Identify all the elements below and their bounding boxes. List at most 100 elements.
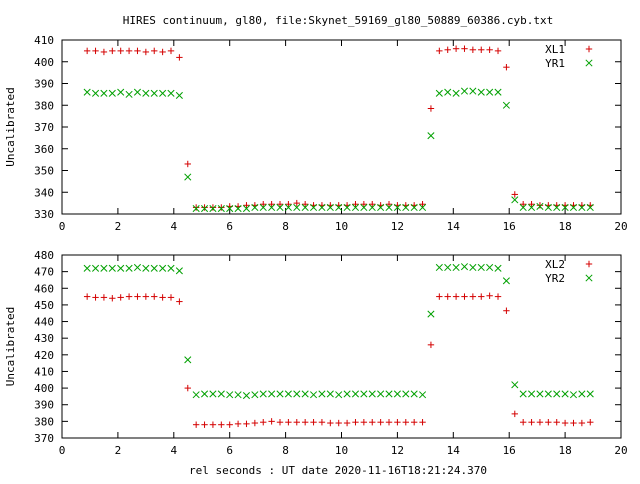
plot-frame bbox=[61, 39, 622, 215]
data-point bbox=[452, 293, 460, 300]
data-point bbox=[369, 418, 376, 426]
x-axis-label: rel seconds : UT date 2020-11-16T18:21:2… bbox=[189, 464, 487, 477]
data-point bbox=[167, 47, 175, 55]
data-point bbox=[544, 203, 552, 212]
data-point bbox=[217, 205, 225, 213]
data-point-d2 bbox=[452, 263, 460, 272]
data-point bbox=[109, 295, 116, 302]
x-tick-label: 18 bbox=[558, 220, 571, 233]
data-point bbox=[369, 201, 376, 208]
data-point bbox=[309, 391, 318, 399]
data-point bbox=[402, 203, 410, 212]
data-point bbox=[519, 418, 527, 426]
data-point bbox=[268, 418, 275, 425]
data-point bbox=[175, 91, 183, 100]
data-point-d2 bbox=[335, 203, 343, 212]
data-point bbox=[436, 47, 443, 55]
data-point bbox=[301, 418, 309, 426]
data-point bbox=[460, 263, 469, 271]
data-point bbox=[410, 203, 418, 212]
data-point-d2 bbox=[469, 263, 477, 272]
data-point bbox=[536, 202, 544, 209]
data-point-d2 bbox=[343, 390, 351, 398]
data-point bbox=[134, 293, 141, 300]
data-point bbox=[494, 293, 502, 300]
data-point bbox=[201, 421, 208, 428]
data-point-d2 bbox=[569, 391, 578, 399]
data-point bbox=[427, 132, 435, 140]
data-point bbox=[427, 105, 435, 112]
data-point-d2 bbox=[519, 390, 527, 398]
data-point-d2 bbox=[427, 310, 435, 318]
data-point-d2 bbox=[150, 89, 158, 97]
data-point-d2 bbox=[553, 203, 561, 212]
data-point bbox=[578, 203, 586, 212]
data-point bbox=[561, 390, 569, 398]
data-point-d2 bbox=[83, 264, 91, 272]
data-point bbox=[410, 390, 418, 398]
data-point bbox=[243, 420, 250, 428]
data-point bbox=[217, 390, 225, 398]
data-point bbox=[117, 88, 125, 96]
data-point-d2 bbox=[528, 203, 536, 212]
data-point-d2 bbox=[569, 203, 578, 212]
data-point-d2 bbox=[167, 89, 175, 97]
data-point bbox=[351, 203, 360, 212]
data-point bbox=[142, 264, 150, 272]
data-point bbox=[125, 90, 133, 98]
data-point bbox=[410, 418, 418, 426]
y-tick-label: 390 bbox=[34, 399, 54, 412]
data-point-d2 bbox=[318, 390, 326, 398]
y-tick-label: 410 bbox=[34, 34, 54, 47]
data-point bbox=[419, 201, 426, 208]
data-point bbox=[343, 203, 351, 212]
data-point bbox=[184, 384, 191, 392]
data-point bbox=[91, 264, 100, 272]
data-point bbox=[477, 88, 485, 96]
y-tick-label: 340 bbox=[34, 186, 54, 199]
series-xl2 bbox=[83, 292, 594, 428]
data-point-d2 bbox=[368, 390, 376, 398]
data-point-d2 bbox=[385, 203, 393, 212]
data-point-d2 bbox=[284, 390, 292, 398]
data-point bbox=[351, 390, 360, 398]
data-point-d2 bbox=[91, 89, 100, 97]
data-point bbox=[83, 264, 91, 272]
data-point bbox=[570, 419, 577, 427]
x-tick-label: 6 bbox=[226, 444, 233, 457]
data-point bbox=[100, 89, 108, 97]
data-point-d2 bbox=[159, 264, 167, 272]
data-point-d2 bbox=[293, 203, 301, 212]
data-point-d2 bbox=[268, 390, 276, 398]
data-point bbox=[117, 47, 124, 55]
data-point bbox=[83, 88, 91, 96]
x-tick-label: 18 bbox=[558, 444, 571, 457]
data-point bbox=[100, 294, 108, 301]
y-tick-label: 370 bbox=[34, 121, 54, 134]
data-point bbox=[326, 203, 334, 212]
data-point bbox=[226, 391, 234, 399]
data-point bbox=[200, 205, 209, 213]
data-point bbox=[201, 204, 208, 211]
data-point bbox=[460, 87, 469, 95]
data-point bbox=[284, 390, 292, 398]
data-point-d2 bbox=[217, 390, 225, 398]
legend-label-xl2: XL2 bbox=[545, 258, 565, 271]
x-tick-label: 6 bbox=[226, 220, 233, 233]
top-panel: 0 2 4 6 8 10 12 14 16 18 20 330 340 350 360 370 380 390 40… bbox=[4, 34, 628, 233]
y-tick-label: 350 bbox=[34, 165, 54, 178]
data-point-d2 bbox=[486, 263, 494, 272]
x-tick-label: 4 bbox=[170, 444, 177, 457]
data-point-d2 bbox=[351, 203, 360, 212]
data-point bbox=[402, 390, 410, 398]
data-point-d2 bbox=[100, 89, 108, 97]
data-point bbox=[569, 203, 578, 212]
data-point bbox=[167, 294, 175, 301]
legend-marker-yr1 bbox=[585, 59, 593, 67]
legend-marker-yr2 bbox=[585, 274, 593, 282]
data-point bbox=[318, 390, 326, 398]
data-point bbox=[561, 203, 569, 212]
data-point bbox=[377, 203, 385, 212]
data-point bbox=[318, 203, 326, 212]
data-point bbox=[142, 48, 150, 56]
